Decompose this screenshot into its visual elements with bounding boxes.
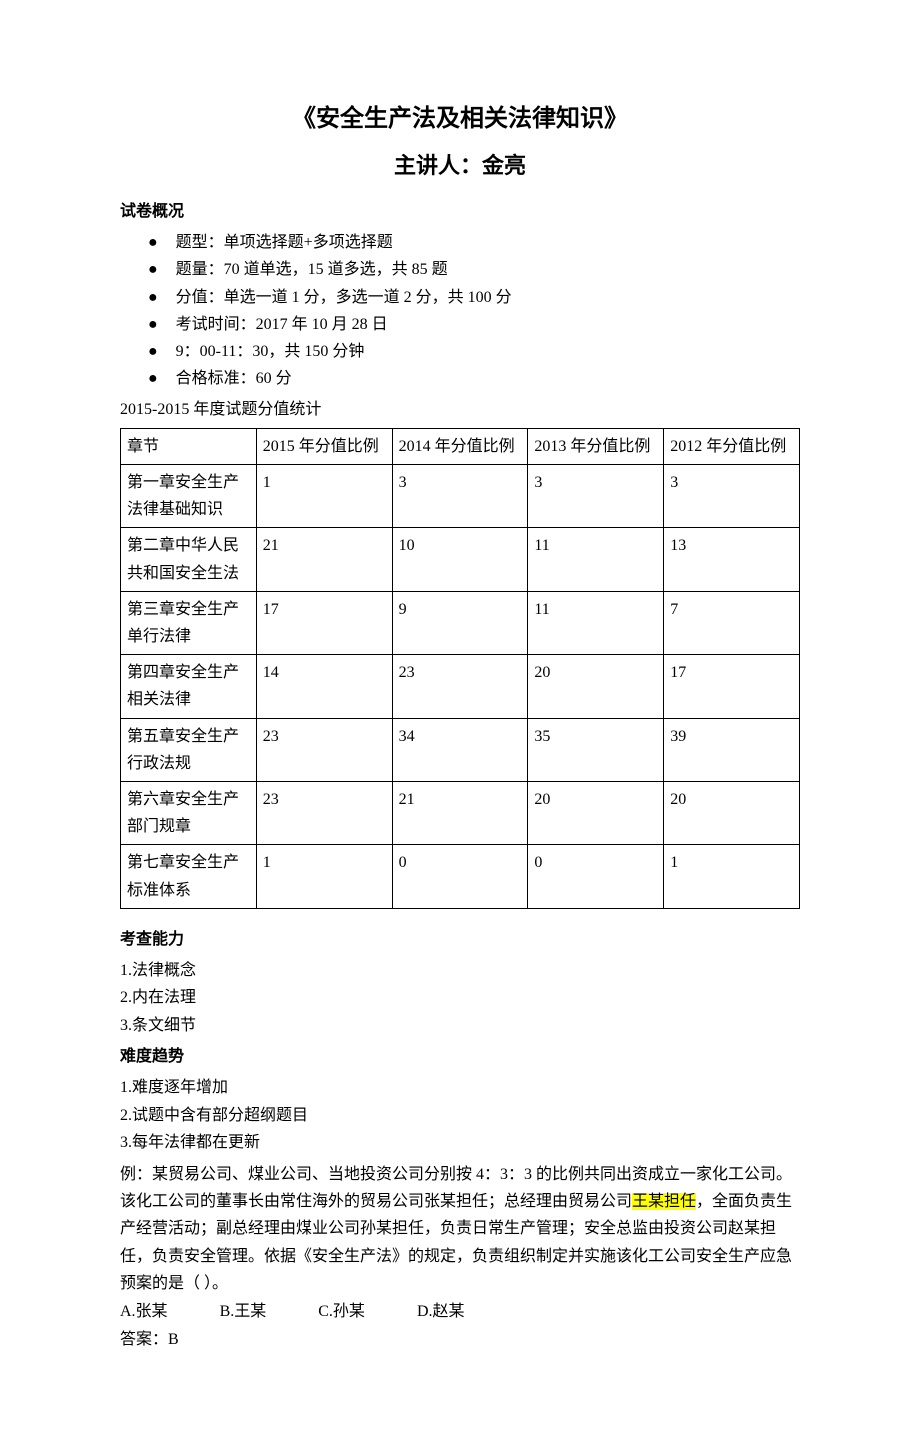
table-row: 第一章安全生产法律基础知识 1 3 3 3 [121, 465, 800, 528]
table-row: 第六章安全生产部门规章 23 21 20 20 [121, 781, 800, 844]
col-header: 2013 年分值比例 [528, 428, 664, 464]
cell: 17 [664, 655, 800, 718]
score-table: 章节 2015 年分值比例 2014 年分值比例 2013 年分值比例 2012… [120, 428, 800, 909]
doc-title: 《安全生产法及相关法律知识》 [120, 100, 800, 138]
col-header: 2012 年分值比例 [664, 428, 800, 464]
trend-list: 1.难度逐年增加 2.试题中含有部分超纲题目 3.每年法律都在更新 [120, 1074, 800, 1156]
col-header: 2015 年分值比例 [256, 428, 392, 464]
cell: 第一章安全生产法律基础知识 [121, 465, 257, 528]
cell: 第二章中华人民共和国安全生法 [121, 528, 257, 591]
cell: 0 [392, 845, 528, 908]
choice: D.赵某 [417, 1303, 465, 1320]
ability-list: 1.法律概念 2.内在法理 3.条文细节 [120, 957, 800, 1039]
table-row: 第七章安全生产标准体系 1 0 0 1 [121, 845, 800, 908]
cell: 3 [392, 465, 528, 528]
overview-item: 合格标准：60 分 [154, 365, 800, 392]
cell: 3 [528, 465, 664, 528]
overview-item: 9：00-11：30，共 150 分钟 [154, 338, 800, 365]
table-header-row: 章节 2015 年分值比例 2014 年分值比例 2013 年分值比例 2012… [121, 428, 800, 464]
table-row: 第四章安全生产相关法律 14 23 20 17 [121, 655, 800, 718]
col-header: 章节 [121, 428, 257, 464]
cell: 20 [528, 655, 664, 718]
cell: 20 [664, 781, 800, 844]
cell: 第五章安全生产行政法规 [121, 718, 257, 781]
table-row: 第五章安全生产行政法规 23 34 35 39 [121, 718, 800, 781]
overview-item: 分值：单选一道 1 分，多选一道 2 分，共 100 分 [154, 284, 800, 311]
cell: 1 [256, 465, 392, 528]
choice: A.张某 [120, 1303, 168, 1320]
example-highlight: 王某担任 [632, 1193, 696, 1210]
cell: 7 [664, 591, 800, 654]
cell: 9 [392, 591, 528, 654]
table-row: 第二章中华人民共和国安全生法 21 10 11 13 [121, 528, 800, 591]
cell: 39 [664, 718, 800, 781]
overview-heading: 试卷概况 [120, 199, 800, 225]
cell: 0 [528, 845, 664, 908]
cell: 34 [392, 718, 528, 781]
cell: 10 [392, 528, 528, 591]
cell: 第四章安全生产相关法律 [121, 655, 257, 718]
example-text: 例：某贸易公司、煤业公司、当地投资公司分别按 4：3：3 的比例共同出资成立一家… [120, 1161, 800, 1297]
trend-heading: 难度趋势 [120, 1044, 800, 1070]
cell: 23 [256, 781, 392, 844]
presenter: 主讲人：金亮 [120, 148, 800, 183]
cell: 21 [392, 781, 528, 844]
cell: 3 [664, 465, 800, 528]
ability-item: 3.条文细节 [120, 1012, 800, 1039]
overview-list: 题型：单项选择题+多项选择题 题量：70 道单选，15 道多选，共 85 题 分… [120, 229, 800, 392]
ability-item: 1.法律概念 [120, 957, 800, 984]
cell: 第六章安全生产部门规章 [121, 781, 257, 844]
table-row: 第三章安全生产单行法律 17 9 11 7 [121, 591, 800, 654]
trend-item: 3.每年法律都在更新 [120, 1129, 800, 1156]
cell: 20 [528, 781, 664, 844]
cell: 17 [256, 591, 392, 654]
cell: 14 [256, 655, 392, 718]
cell: 1 [256, 845, 392, 908]
cell: 11 [528, 528, 664, 591]
stats-header: 2015-2015 年度试题分值统计 [120, 397, 800, 423]
overview-item: 考试时间：2017 年 10 月 28 日 [154, 311, 800, 338]
trend-item: 1.难度逐年增加 [120, 1074, 800, 1101]
trend-item: 2.试题中含有部分超纲题目 [120, 1102, 800, 1129]
cell: 第七章安全生产标准体系 [121, 845, 257, 908]
cell: 第三章安全生产单行法律 [121, 591, 257, 654]
cell: 35 [528, 718, 664, 781]
overview-item: 题型：单项选择题+多项选择题 [154, 229, 800, 256]
example-answer: 答案：B [120, 1327, 800, 1353]
cell: 21 [256, 528, 392, 591]
cell: 11 [528, 591, 664, 654]
cell: 23 [392, 655, 528, 718]
example-choices: A.张某 B.王某 C.孙某 D.赵某 [120, 1299, 800, 1325]
ability-heading: 考查能力 [120, 927, 800, 953]
cell: 1 [664, 845, 800, 908]
cell: 13 [664, 528, 800, 591]
col-header: 2014 年分值比例 [392, 428, 528, 464]
ability-item: 2.内在法理 [120, 984, 800, 1011]
choice: C.孙某 [318, 1303, 365, 1320]
choice: B.王某 [220, 1303, 267, 1320]
overview-item: 题量：70 道单选，15 道多选，共 85 题 [154, 256, 800, 283]
cell: 23 [256, 718, 392, 781]
